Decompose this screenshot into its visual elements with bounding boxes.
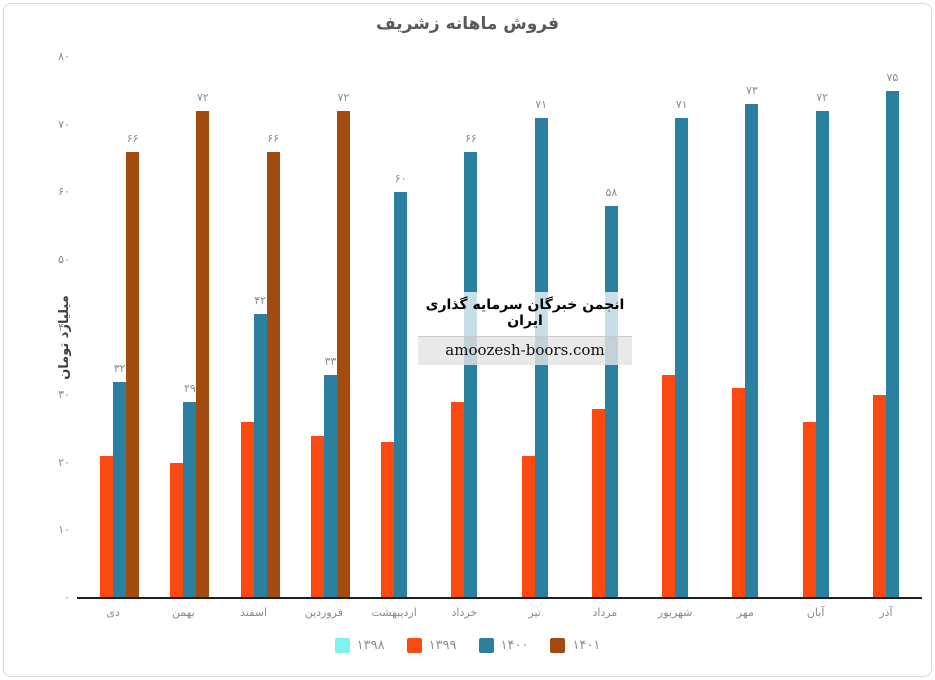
y-tick: ۳۰ [58,388,70,402]
bar-۱۴۰۰: ۴۲ [253,294,267,598]
y-tick: ۱۰ [58,523,70,537]
bar-۱۴۰۰: ۷۵ [885,71,899,598]
bar-group: ۷۳ [710,57,780,598]
bar-۱۳۹۹ [521,456,535,598]
bar-۱۴۰۰: ۳۳ [323,355,337,598]
legend: ۱۳۹۸ ۱۳۹۹ ۱۴۰۰ ۱۴۰۱ [0,638,935,653]
bar-۱۳۹۹ [872,395,886,598]
x-tick-month: خرداد [451,606,478,619]
bar-value-label: ۶۶ [126,131,139,145]
bar-value-label: ۷۲ [196,91,209,105]
legend-swatch [406,638,422,653]
bar-value-label: ۳۲ [113,361,126,375]
bar-value-label: ۲۹ [183,381,196,395]
bar-group: ۷۱ [640,57,710,598]
bar-value-label: ۳۳ [324,354,337,368]
legend-label: ۱۴۰۰ [500,638,529,653]
bar-group: ۶۰ [359,57,429,598]
x-tick-month: شهریور [657,606,693,619]
y-tick: ۲۰ [58,455,70,469]
plot-area: ۳۲ ۶۶ ۲۹ ۷۲ ۴۲ ۶۶ ۳۳ ۷۲ ۶۰ ۶۶ ۷۱ ۵۸ ۷۱ ۷۳ ۷۲ ۷۵ [78,57,921,598]
bar-group: ۷۵ [851,57,921,598]
x-axis-labels: دی بهمن اسفند فروردین اردیبهشت خرداد تیر مرداد ش… [78,606,921,624]
bar-۱۳۹۹ [240,422,254,598]
legend-label: ۱۴۰۱ [572,638,601,653]
bar-value-label: ۷۱ [535,97,548,111]
legend-swatch [478,638,494,653]
x-axis-line [77,597,922,599]
bar-۱۳۹۹ [591,408,605,598]
watermark: انجمن خبرگان سرمایه گذاری ایران amoozesh… [418,292,632,365]
bar-۱۴۰۰: ۷۳ [745,84,759,598]
bar-۱۴۰۱: ۶۶ [266,132,280,598]
bar-group: ۲۹ ۷۲ [148,57,218,598]
chart-title: فروش ماهانه زشریف [375,14,560,34]
bar-۱۳۹۹ [662,374,676,598]
bar-۱۳۹۹ [732,388,746,598]
bar-۱۴۰۱: ۷۲ [336,91,350,598]
bar-۱۳۹۹ [310,435,324,598]
bar-value-label: ۷۵ [886,70,899,84]
x-tick-month: آذر [879,606,893,619]
bar-value-label: ۵۸ [605,185,618,199]
legend-item-۱۴۰۰: ۱۴۰۰ [478,638,529,653]
bar-۱۴۰۰: ۳۲ [113,362,127,598]
y-tick: ۷۰ [58,117,70,131]
bar-۱۴۰۰: ۵۸ [604,186,618,598]
bar-value-label: ۷۳ [745,84,758,98]
legend-label: ۱۳۹۹ [428,638,457,653]
bar-group: ۴۲ ۶۶ [219,57,289,598]
legend-item-۱۳۹۸: ۱۳۹۸ [334,638,385,653]
x-tick-month: اردیبهشت [371,606,417,619]
legend-item-۱۳۹۹: ۱۳۹۹ [406,638,457,653]
bar-۱۴۰۰: ۷۲ [815,91,829,598]
bar-۱۳۹۹ [381,442,395,598]
x-tick-month: مهر [736,606,754,619]
bar-۱۴۰۱: ۶۶ [126,132,140,598]
bar-group: ۳۲ ۶۶ [78,57,148,598]
watermark-text: انجمن خبرگان سرمایه گذاری ایران [418,292,632,337]
x-tick-month: اسفند [240,606,268,619]
y-tick: ۵۰ [58,252,70,266]
bar-۱۴۰۱: ۷۲ [196,91,210,598]
y-tick: ۴۰ [58,320,70,334]
x-tick-month: تیر [528,606,541,619]
y-tick: ۸۰ [58,50,70,63]
bar-۱۳۹۹ [451,401,465,598]
x-tick-month: بهمن [171,606,195,619]
bar-value-label: ۷۲ [816,91,829,105]
bar-value-label: ۶۶ [464,131,477,145]
bar-۱۴۰۰: ۲۹ [183,382,197,598]
bar-value-label: ۷۱ [675,97,688,111]
bar-value-label: ۷۲ [337,91,350,105]
bar-group: ۷۲ [781,57,851,598]
legend-label: ۱۳۹۸ [356,638,385,653]
legend-swatch [550,638,566,653]
bar-value-label: ۶۰ [394,172,407,186]
bar-۱۳۹۹ [170,462,184,598]
bar-value-label: ۴۲ [254,293,267,307]
x-tick-month: آبان [806,606,825,619]
bar-۱۴۰۰: ۶۰ [394,172,408,598]
x-tick-month: فروردین [304,606,344,619]
y-axis-title: میلیارد تومان [56,295,72,380]
y-tick: ۰ [64,591,70,604]
bar-group: ۶۶ [429,57,499,598]
bar-۱۳۹۹ [100,456,114,598]
legend-item-۱۴۰۱: ۱۴۰۱ [550,638,600,653]
bar-۱۴۰۰: ۷۱ [675,98,689,598]
bar-group: ۳۳ ۷۲ [289,57,359,598]
y-tick: ۶۰ [58,185,70,199]
x-tick-month: دی [106,606,120,619]
legend-swatch [334,638,350,653]
watermark-url: amoozesh-boors.com [418,337,632,365]
bar-۱۳۹۹ [802,422,816,598]
x-tick-month: مرداد [592,606,618,619]
bar-۱۴۰۰: ۶۶ [464,132,478,598]
bar-value-label: ۶۶ [267,131,280,145]
